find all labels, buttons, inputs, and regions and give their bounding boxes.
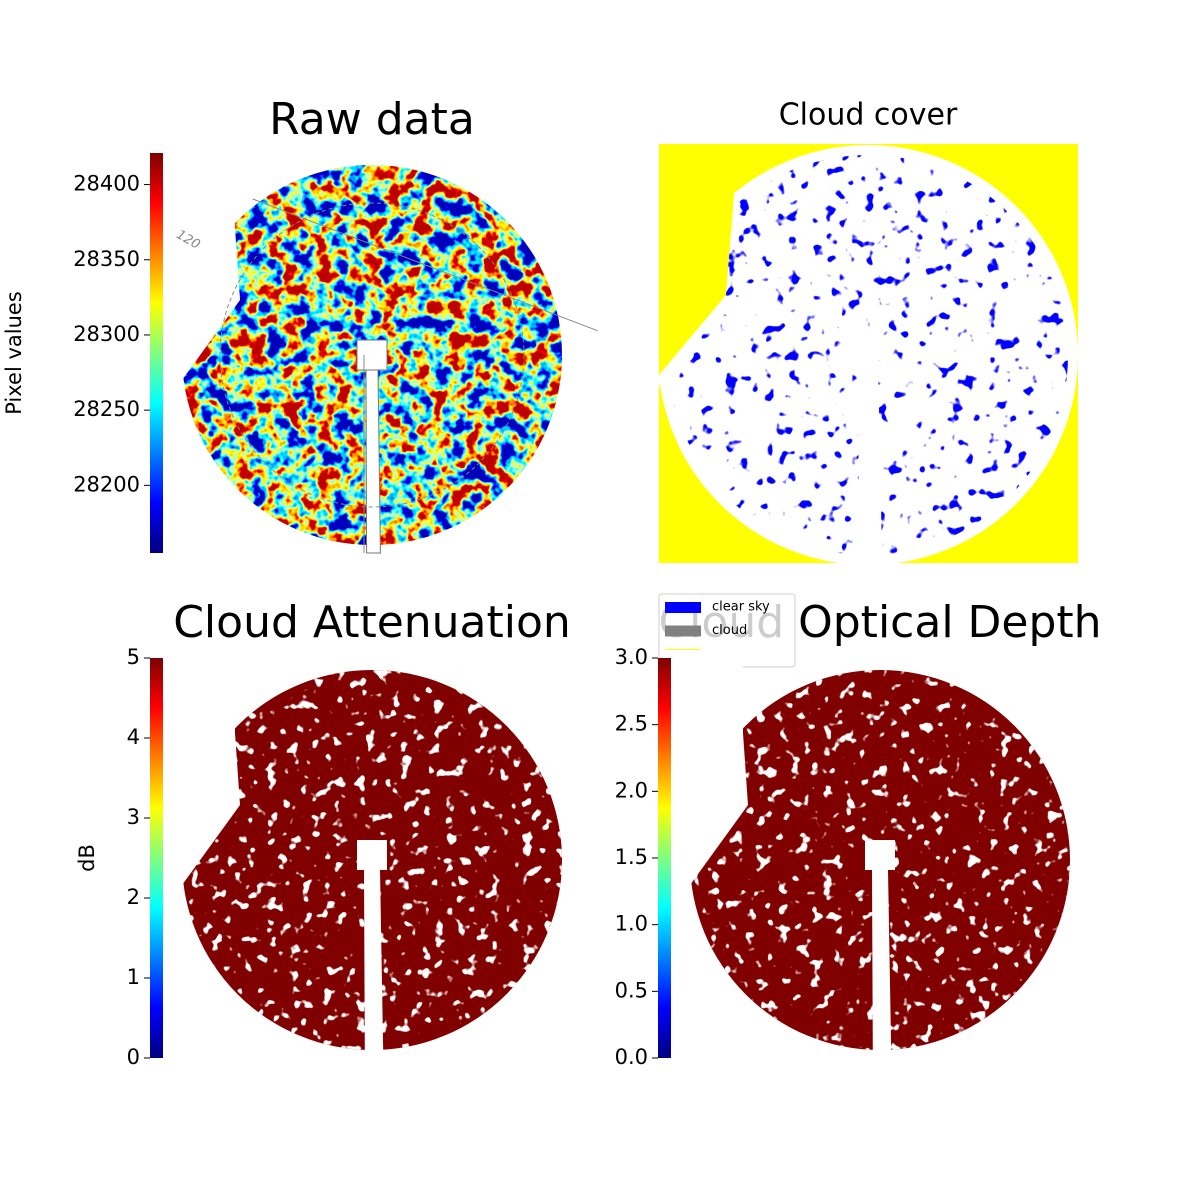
colorbar-tick-label: 0.5: [615, 978, 648, 1002]
colorbar-tick-label: 2: [127, 885, 140, 909]
colorbar: [150, 153, 163, 553]
colorbar-tick-label: 3.0: [615, 645, 648, 669]
panel-title: Cloud Attenuation: [173, 597, 571, 648]
colorbar-label: Pixel values: [2, 291, 26, 415]
colorbar-tick-label: 5: [127, 645, 140, 669]
polar-grid: [219, 202, 525, 508]
mast: [853, 330, 883, 553]
legend-swatch: [665, 602, 701, 613]
colorbar-tick-label: 4: [127, 725, 140, 749]
colorbar-tick-label: 0.0: [615, 1045, 648, 1069]
colorbar: [658, 658, 671, 1058]
colorbar-tick-label: 28350: [73, 247, 140, 271]
polar-axis: [252, 198, 598, 332]
disk-notch: [665, 650, 748, 892]
mast: [865, 840, 895, 1052]
mast: [356, 339, 388, 554]
disk-notch: [157, 145, 240, 387]
disk-notch: [157, 650, 240, 892]
colorbar-tick-label: 28250: [73, 397, 140, 421]
sun-corner: [659, 144, 738, 375]
mast: [357, 840, 387, 1052]
colorbar: [150, 658, 163, 1058]
legend-label: clear sky: [712, 600, 770, 615]
colorbar-tick-label: 1.0: [615, 912, 648, 936]
colorbar-tick-label: 28200: [73, 472, 140, 496]
colorbar-tick-label: 2.0: [615, 778, 648, 802]
colorbar-tick-label: 3: [127, 805, 140, 829]
panel-title: Raw data: [269, 94, 475, 145]
colorbar-tick-label: 28300: [73, 322, 140, 346]
colorbar-tick-label: 1: [127, 965, 140, 989]
legend-label: cloud: [712, 623, 747, 638]
colorbar-tick-label: 1.5: [615, 845, 648, 869]
panel-title: Cloud cover: [779, 98, 958, 133]
legend-swatch: [665, 625, 701, 637]
colorbar-label: dB: [75, 844, 99, 872]
colorbar-tick-label: 2.5: [615, 712, 648, 736]
colorbar-tick-label: 0: [127, 1045, 140, 1069]
colorbar-tick-label: 28400: [73, 172, 140, 196]
